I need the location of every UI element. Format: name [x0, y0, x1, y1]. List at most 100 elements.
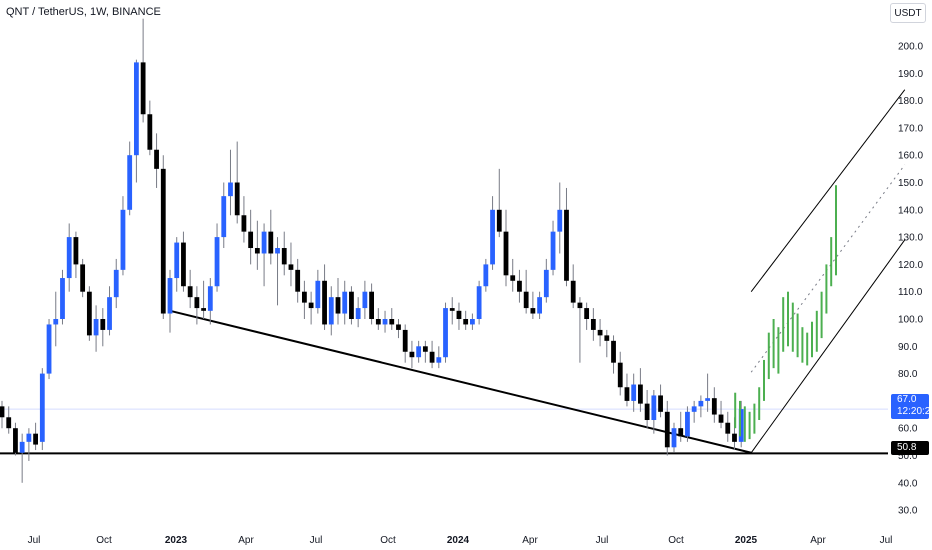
- candle-down: [194, 297, 199, 308]
- price-tick-label: 120.0: [898, 260, 923, 271]
- price-tick-label: 80.0: [898, 369, 918, 380]
- price-tick-label: 100.0: [898, 315, 923, 326]
- candle-down: [584, 308, 589, 319]
- descending-trendline[interactable]: [170, 311, 751, 453]
- candle-up: [557, 210, 562, 232]
- candle-down: [235, 183, 240, 216]
- candle-up: [208, 286, 213, 311]
- candle-down: [336, 297, 341, 313]
- price-tick-label: 60.0: [898, 424, 918, 435]
- candle-down: [295, 270, 300, 292]
- candle-down: [0, 406, 4, 417]
- candle-up: [215, 237, 220, 286]
- candle-down: [242, 215, 247, 231]
- price-tick-label: 30.0: [898, 506, 918, 517]
- candle-down: [719, 415, 724, 423]
- candle-down: [504, 232, 509, 276]
- candle-down: [376, 319, 381, 324]
- projection-bars: [735, 185, 836, 442]
- candle-up: [20, 442, 25, 453]
- candle-up: [134, 62, 139, 155]
- candle-up: [94, 319, 99, 335]
- candle-down: [33, 434, 38, 445]
- candle-down: [248, 232, 253, 248]
- candle-up: [315, 281, 320, 308]
- candle-up: [26, 434, 31, 442]
- candle-up: [470, 319, 475, 324]
- candle-up: [544, 270, 549, 297]
- candle-down: [510, 275, 515, 280]
- candle-up: [53, 319, 58, 324]
- candle-down: [147, 114, 152, 149]
- candle-down: [289, 264, 294, 269]
- price-tick-label: 110.0: [898, 287, 923, 298]
- candle-down: [530, 308, 535, 313]
- candle-down: [410, 352, 415, 357]
- candle-up: [698, 401, 703, 406]
- candle-up: [107, 297, 112, 330]
- last-price-value: 67.0: [891, 394, 929, 406]
- candle-down: [6, 417, 11, 428]
- candle-down: [524, 292, 529, 308]
- candle-down: [309, 303, 314, 308]
- candle-down: [181, 243, 186, 287]
- time-tick-label: Oct: [380, 535, 396, 546]
- candle-up: [174, 243, 179, 278]
- candle-up: [362, 292, 367, 308]
- currency-button[interactable]: USDT: [890, 3, 926, 23]
- candle-up: [262, 232, 267, 254]
- candle-down: [349, 292, 354, 319]
- candle-up: [685, 412, 690, 437]
- price-tick-label: 130.0: [898, 233, 923, 244]
- candle-down: [658, 395, 663, 411]
- candle-up: [221, 196, 226, 237]
- candle-up: [329, 297, 334, 324]
- candle-up: [651, 395, 656, 420]
- candle-down: [268, 232, 273, 254]
- candle-up: [47, 324, 52, 373]
- time-tick-label: 2023: [165, 535, 188, 546]
- candle-down: [625, 387, 630, 401]
- candle-up: [114, 270, 119, 297]
- candle-down: [188, 286, 193, 297]
- candle-down: [13, 428, 18, 453]
- candle-down: [255, 248, 260, 253]
- time-tick-label: Apr: [522, 535, 538, 546]
- price-tick-label: 40.0: [898, 478, 918, 489]
- price-tick-label: 180.0: [898, 96, 923, 107]
- symbol-label[interactable]: QNT / TetherUS, 1W, BINANCE: [6, 6, 161, 18]
- time-axis[interactable]: Jul Oct 2023 Apr Jul Oct 2024 Apr Jul Oct 2025 Apr J…: [28, 535, 893, 546]
- candle-down: [369, 292, 374, 319]
- candle-down: [80, 264, 85, 291]
- projection-channel[interactable]: [751, 90, 905, 453]
- candle-down: [463, 319, 468, 324]
- candle-up: [631, 385, 636, 401]
- candle-down: [282, 248, 287, 264]
- candle-up: [383, 319, 388, 324]
- candle-up: [228, 183, 233, 197]
- candle-up: [477, 286, 482, 319]
- time-tick-label: Apr: [238, 535, 254, 546]
- candle-down: [678, 428, 683, 436]
- candle-down: [430, 352, 435, 363]
- candle-down: [725, 423, 730, 434]
- candle-up: [436, 357, 441, 362]
- candle-up: [705, 398, 710, 401]
- candle-down: [141, 62, 146, 114]
- candle-down: [450, 308, 455, 311]
- time-tick-label: Jul: [28, 535, 41, 546]
- candle-down: [389, 319, 394, 324]
- candle-down: [87, 292, 92, 336]
- candle-down: [322, 281, 327, 325]
- price-tick-label: 200.0: [898, 42, 923, 53]
- candle-down: [665, 412, 670, 447]
- candle-up: [60, 278, 65, 319]
- price-tick-label: 170.0: [898, 123, 923, 134]
- price-tick-label: 140.0: [898, 205, 923, 216]
- candle-down: [712, 398, 717, 414]
- channel-upper-line[interactable]: [751, 90, 905, 292]
- candle-down: [618, 363, 623, 388]
- candle-down: [457, 311, 462, 319]
- candle-down: [154, 150, 159, 169]
